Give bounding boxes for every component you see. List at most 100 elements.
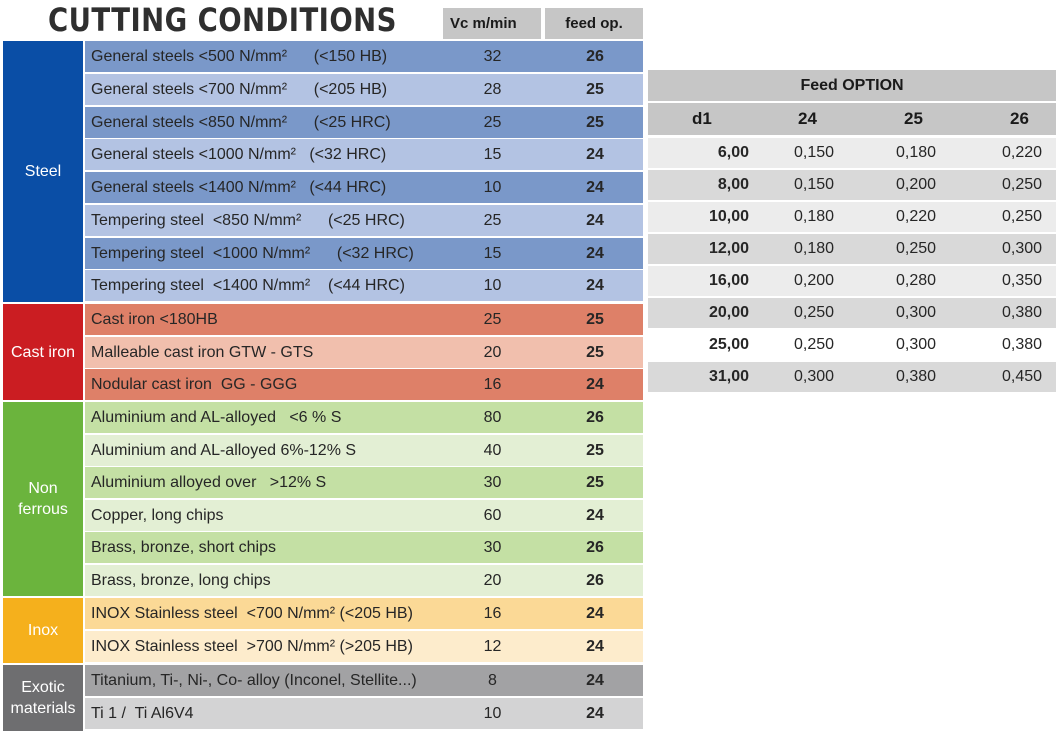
material-cell: General steels <700 N/mm² (<205 HB) bbox=[91, 81, 388, 98]
category-steel: Steel bbox=[3, 41, 83, 302]
feed-26-cell: 0,350 bbox=[1001, 272, 1043, 289]
vc-cell: 28 bbox=[483, 81, 502, 98]
table-row: Malleable cast iron GTW - GTS 20 25 bbox=[85, 337, 643, 368]
feed-26-cell: 0,380 bbox=[1001, 304, 1043, 321]
feed-26-cell: 0,250 bbox=[1001, 176, 1043, 193]
feed-option-row: 6,00 0,150 0,180 0,220 bbox=[648, 138, 1056, 168]
d1-cell: 16,00 bbox=[708, 272, 749, 289]
table-row: Ti 1 / Ti Al6V4 10 24 bbox=[85, 698, 643, 729]
table-row: General steels <500 N/mm² (<150 HB) 32 26 bbox=[85, 41, 643, 72]
feed-25-cell: 0,200 bbox=[895, 176, 937, 193]
table-row: Copper, long chips 60 24 bbox=[85, 500, 643, 531]
vc-cell: 10 bbox=[483, 705, 502, 722]
feed-25-cell: 0,280 bbox=[895, 272, 937, 289]
feed-24-cell: 0,150 bbox=[793, 176, 835, 193]
category-inox: Inox bbox=[3, 598, 83, 663]
feed-cell: 24 bbox=[586, 672, 604, 689]
feed-cell: 24 bbox=[586, 376, 604, 393]
material-cell: General steels <1000 N/mm² (<32 HRC) bbox=[91, 146, 387, 163]
feed-option-title: Feed OPTION bbox=[648, 70, 1056, 101]
material-cell: Aluminium alloyed over >12% S bbox=[91, 474, 327, 491]
table-row: Nodular cast iron GG - GGG 16 24 bbox=[85, 369, 643, 400]
table-row: Aluminium and AL-alloyed <6 % S 80 26 bbox=[85, 402, 643, 433]
feed-24-cell: 0,180 bbox=[793, 208, 835, 225]
feed-26-header: 26 bbox=[1010, 109, 1029, 128]
feed-option-row: 25,00 0,250 0,300 0,380 bbox=[648, 330, 1056, 360]
category-non-ferrous: Non ferrous bbox=[3, 402, 83, 596]
material-cell: Brass, bronze, short chips bbox=[91, 539, 276, 556]
feed-cell: 26 bbox=[586, 572, 604, 589]
material-cell: Tempering steel <1400 N/mm² (<44 HRC) bbox=[91, 277, 405, 294]
vc-cell: 20 bbox=[483, 572, 502, 589]
material-cell: Cast iron <180HB bbox=[91, 311, 218, 328]
table-row: General steels <850 N/mm² (<25 HRC) 25 25 bbox=[85, 107, 643, 138]
material-cell: Aluminium and AL-alloyed <6 % S bbox=[91, 409, 342, 426]
table-row: Cast iron <180HB 25 25 bbox=[85, 304, 643, 335]
material-cell: INOX Stainless steel >700 N/mm² (>205 HB… bbox=[91, 638, 413, 655]
vc-cell: 25 bbox=[483, 311, 502, 328]
vc-cell: 15 bbox=[483, 146, 502, 163]
vc-cell: 15 bbox=[483, 245, 502, 262]
category-label: Exotic materials bbox=[10, 679, 76, 717]
feed-cell: 24 bbox=[586, 605, 604, 622]
feed-cell: 24 bbox=[586, 212, 604, 229]
feed-26-cell: 0,220 bbox=[1001, 144, 1043, 161]
feed-25-cell: 0,380 bbox=[895, 368, 937, 385]
table-row: General steels <1000 N/mm² (<32 HRC) 15 24 bbox=[85, 139, 643, 170]
table-row: Aluminium alloyed over >12% S 30 25 bbox=[85, 467, 643, 498]
table-row: INOX Stainless steel >700 N/mm² (>205 HB… bbox=[85, 631, 643, 662]
vc-cell: 60 bbox=[483, 507, 502, 524]
page-title: CUTTING CONDITIONS bbox=[48, 1, 397, 39]
vc-cell: 12 bbox=[483, 638, 502, 655]
feed-option-row: 31,00 0,300 0,380 0,450 bbox=[648, 362, 1056, 392]
feed-option-row: 20,00 0,250 0,300 0,380 bbox=[648, 298, 1056, 328]
d1-cell: 31,00 bbox=[708, 368, 749, 385]
feed-cell: 24 bbox=[586, 245, 604, 262]
table-row: Aluminium and AL-alloyed 6%-12% S 40 25 bbox=[85, 435, 643, 466]
table-row: Brass, bronze, short chips 30 26 bbox=[85, 532, 643, 563]
feed-cell: 24 bbox=[586, 705, 604, 722]
feed-25-cell: 0,220 bbox=[895, 208, 937, 225]
d1-cell: 25,00 bbox=[708, 336, 749, 353]
feed-cell: 26 bbox=[586, 539, 604, 556]
feed-cell: 25 bbox=[586, 344, 604, 361]
feed-cell: 24 bbox=[586, 146, 604, 163]
feed-option-row: 12,00 0,180 0,250 0,300 bbox=[648, 234, 1056, 264]
material-cell: Tempering steel <850 N/mm² (<25 HRC) bbox=[91, 212, 405, 229]
feed-option-row: 16,00 0,200 0,280 0,350 bbox=[648, 266, 1056, 296]
feed-24-cell: 0,150 bbox=[793, 144, 835, 161]
material-cell: Malleable cast iron GTW - GTS bbox=[91, 344, 314, 361]
vc-cell: 32 bbox=[483, 48, 502, 65]
category-label: Steel bbox=[24, 163, 62, 180]
material-cell: Ti 1 / Ti Al6V4 bbox=[91, 705, 194, 722]
material-cell: General steels <850 N/mm² (<25 HRC) bbox=[91, 114, 391, 131]
feed-cell: 25 bbox=[586, 114, 604, 131]
feed-24-header: 24 bbox=[798, 109, 817, 128]
feed-cell: 26 bbox=[586, 48, 604, 65]
d1-header: d1 bbox=[692, 109, 712, 128]
category-exotic: Exotic materials bbox=[3, 665, 83, 731]
feed-cell: 25 bbox=[586, 311, 604, 328]
feed-24-cell: 0,180 bbox=[793, 240, 835, 257]
vc-column-header: Vc m/min bbox=[443, 8, 541, 39]
feed-26-cell: 0,380 bbox=[1001, 336, 1043, 353]
vc-cell: 10 bbox=[483, 277, 502, 294]
vc-cell: 16 bbox=[483, 376, 502, 393]
material-cell: Copper, long chips bbox=[91, 507, 224, 524]
material-cell: Titanium, Ti-, Ni-, Co- alloy (Inconel, … bbox=[91, 672, 417, 689]
vc-cell: 30 bbox=[483, 474, 502, 491]
table-row: INOX Stainless steel <700 N/mm² (<205 HB… bbox=[85, 598, 643, 629]
feed-column-header: feed op. bbox=[545, 8, 643, 39]
category-cast-iron: Cast iron bbox=[3, 304, 83, 400]
category-label: Inox bbox=[27, 622, 59, 639]
feed-option-row: 8,00 0,150 0,200 0,250 bbox=[648, 170, 1056, 200]
feed-25-header: 25 bbox=[904, 109, 923, 128]
vc-cell: 25 bbox=[483, 114, 502, 131]
feed-26-cell: 0,450 bbox=[1001, 368, 1043, 385]
d1-cell: 6,00 bbox=[717, 144, 749, 161]
table-row: Tempering steel <1000 N/mm² (<32 HRC) 15 2… bbox=[85, 238, 643, 269]
vc-cell: 10 bbox=[483, 179, 502, 196]
feed-option-row: 10,00 0,180 0,220 0,250 bbox=[648, 202, 1056, 232]
material-cell: INOX Stainless steel <700 N/mm² (<205 HB… bbox=[91, 605, 413, 622]
vc-cell: 30 bbox=[483, 539, 502, 556]
